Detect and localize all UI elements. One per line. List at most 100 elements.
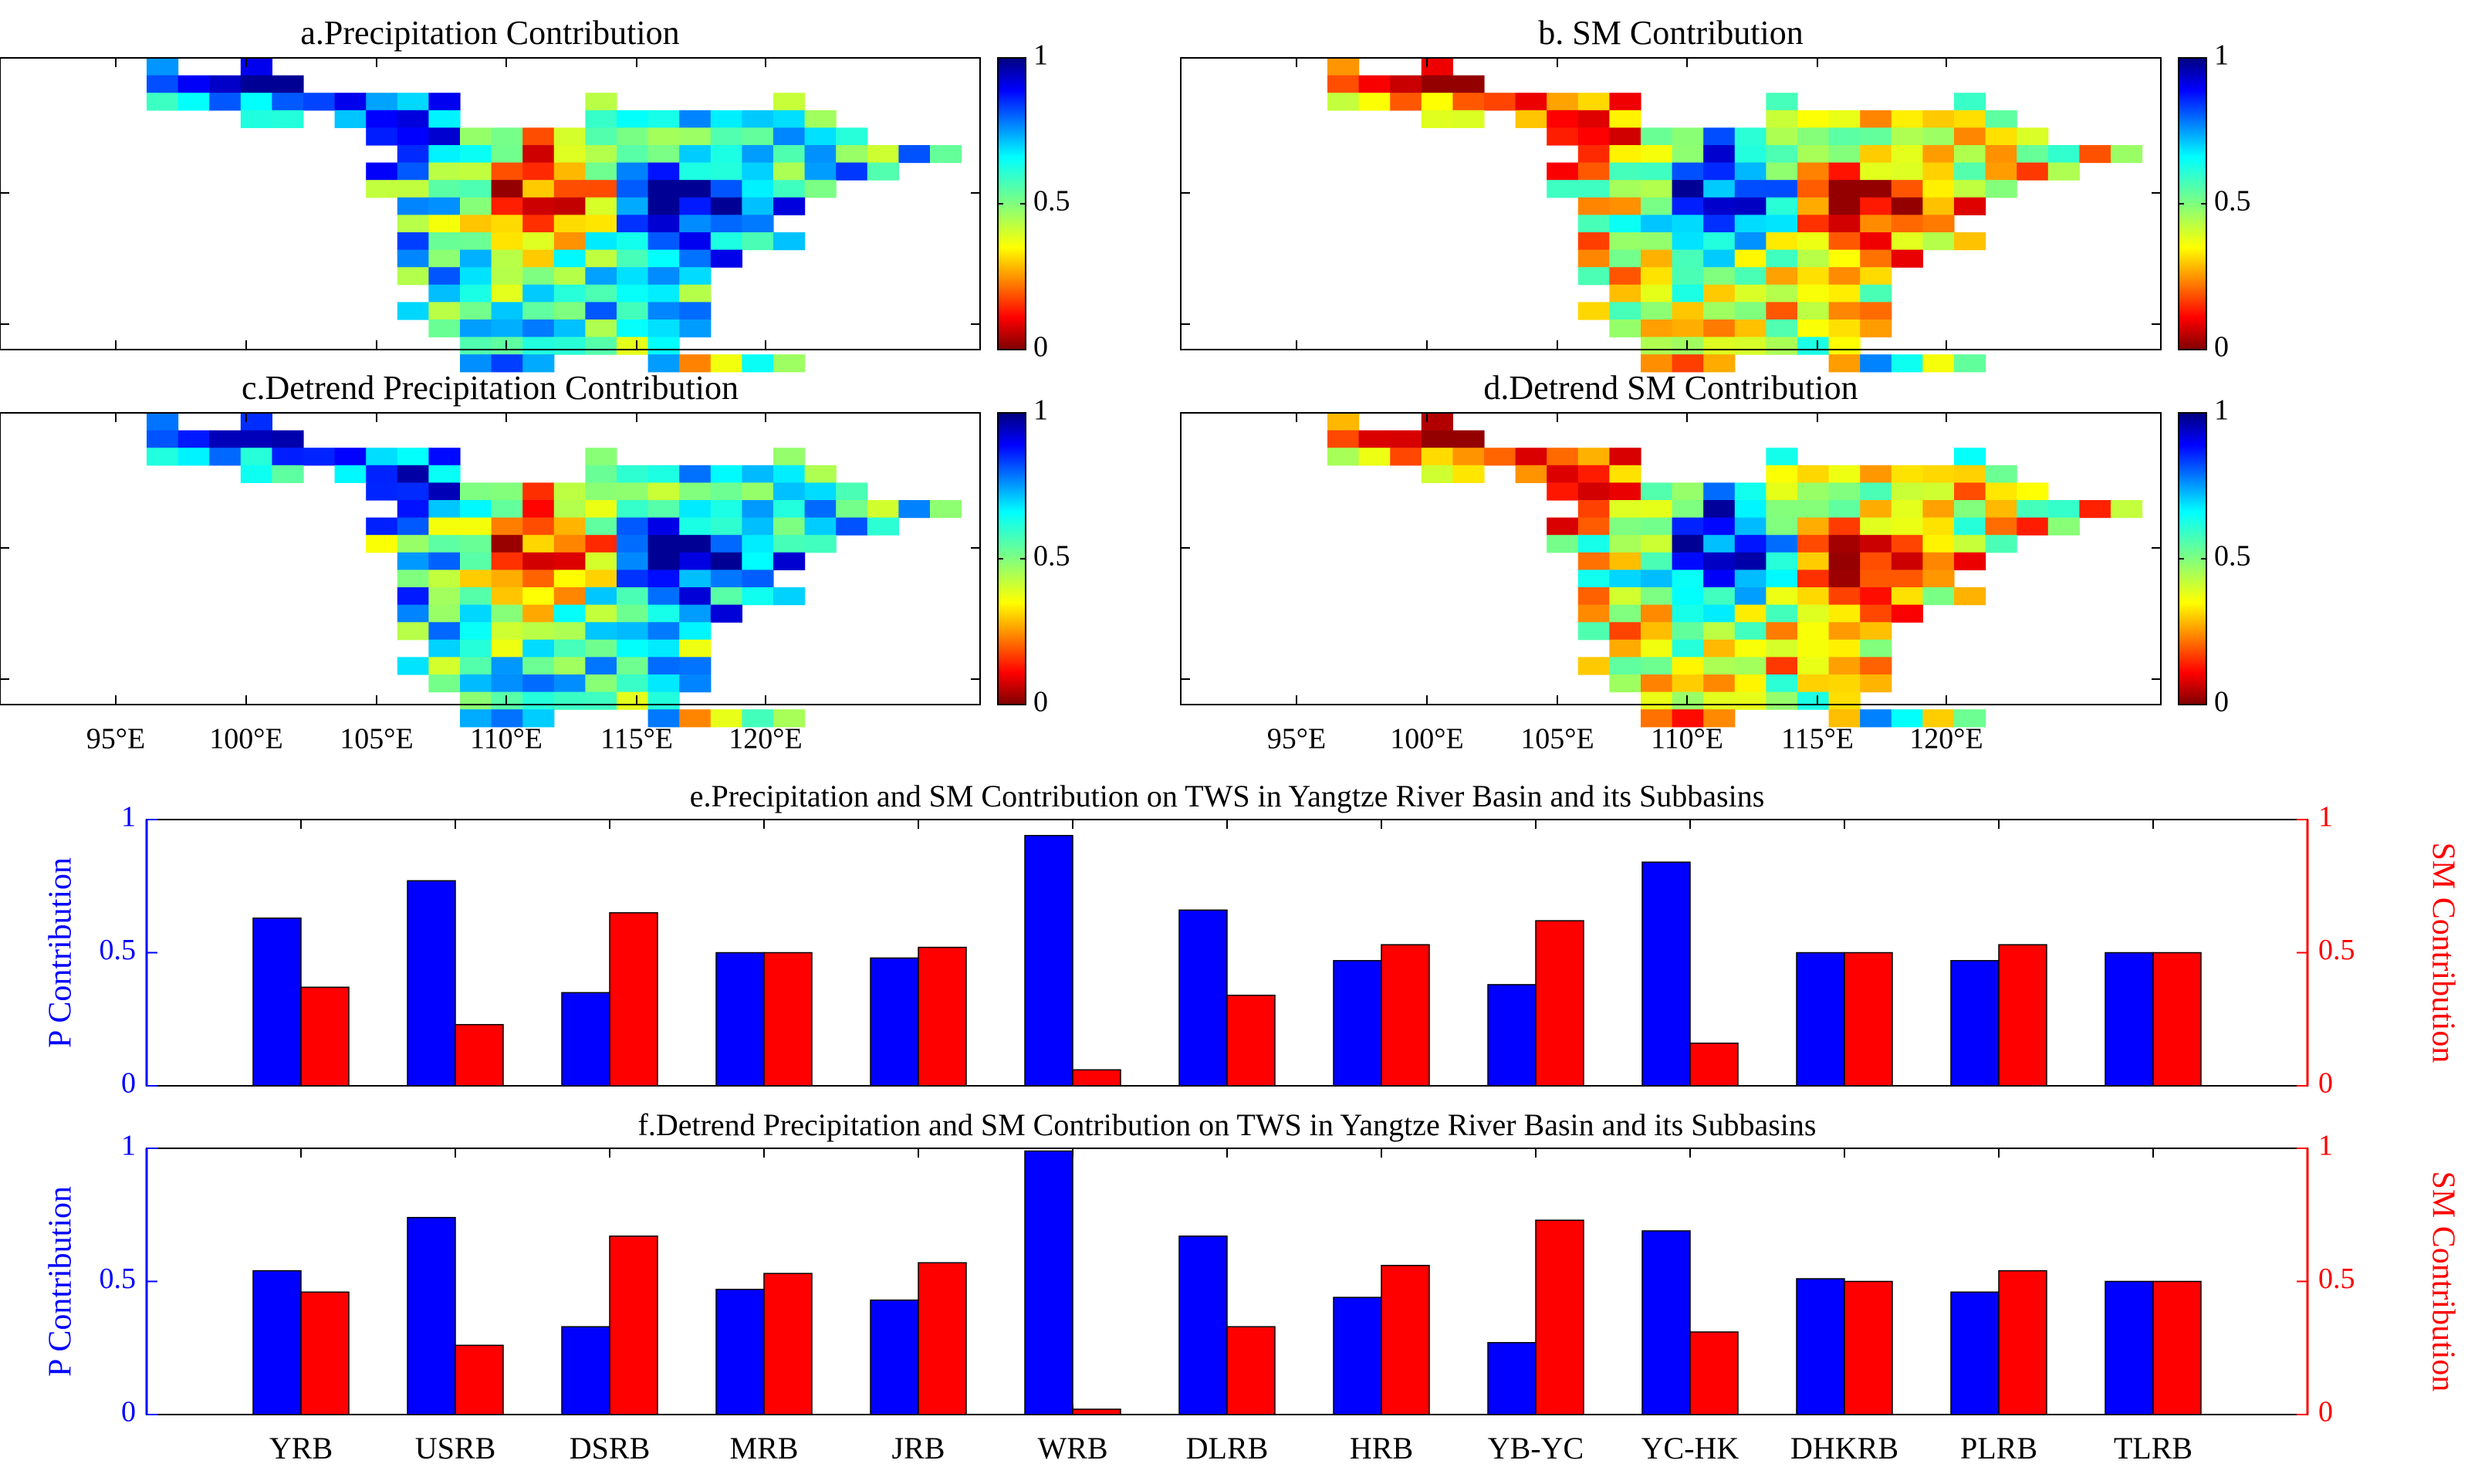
grid-cell [1922,465,1955,483]
grid-cell [585,535,617,553]
grid-cell [1672,284,1704,303]
grid-cell [1828,197,1861,215]
grid-cell [1860,674,1892,693]
grid-cell [585,336,617,355]
bar [1487,1342,1537,1415]
panel-title: b. SM Contribution [1538,14,1804,52]
grid-cell [1609,570,1641,588]
grid-cell [1609,267,1641,286]
panel-title: f.Detrend Precipitation and SM Contribut… [638,1107,1817,1142]
grid-cell [1577,517,1610,536]
bar [1381,944,1430,1087]
grid-cell [1734,127,1766,146]
right-axis-tick-label: 0.5 [2318,1263,2355,1295]
grid-cell [647,535,680,553]
grid-cell [1828,535,1861,553]
grid-cell [1734,535,1766,553]
grid-cell [1860,319,1892,338]
grid-cell [240,58,272,76]
grid-cell [366,127,398,146]
grid-cell [1703,604,1736,623]
grid-cell [1609,162,1641,181]
left-axis-tick-label: 1 [121,1130,136,1162]
grid-cell [491,145,523,164]
grid-cell [1390,75,1422,93]
figure-content: 36°N31°N26°Na.Precipitation Contribution… [0,14,2460,1465]
grid-cell [585,570,617,588]
grid-cell [209,75,242,93]
grid-cell [1327,413,1360,431]
grid-cell [397,570,429,588]
grid-cell [1954,127,1986,146]
grid-cell [1797,267,1830,286]
grid-cell [1922,500,1955,519]
grid-cell [1766,110,1798,128]
grid-cell [553,302,586,320]
grid-cell [773,354,806,373]
grid-cell [1703,197,1736,215]
grid-cell [617,465,649,483]
grid-cell [1922,180,1955,198]
grid-cell [804,465,837,483]
grid-cell [1609,465,1641,483]
left-axis-tick-label: 0.5 [100,934,137,966]
grid-cell [1860,267,1892,286]
grid-cell [1609,674,1641,693]
bar [455,1023,504,1087]
grid-cell [147,448,179,466]
grid-cell [1766,517,1798,536]
bar [1072,1069,1121,1087]
grid-cell [428,162,461,181]
colorbar-tick-label: 1 [2214,394,2229,427]
grid-cell [397,448,429,466]
grid-cell [1734,232,1766,251]
grid-cell [428,249,461,268]
grid-cell [1672,570,1704,588]
grid-cell [1860,604,1892,623]
grid-cell [1734,197,1766,215]
grid-cell [1577,570,1610,588]
grid-cell [804,162,837,181]
grid-cell [1797,319,1830,338]
grid-cell [1609,93,1641,111]
grid-cell [804,127,837,146]
grid-cell [2079,500,2111,519]
lon-tick-label: 105°E [1520,723,1594,756]
grid-cell [1703,267,1736,286]
grid-cell [1828,336,1861,355]
grid-cell [1547,180,1579,198]
grid-cell [1672,249,1704,268]
map-panel-d: 95°E 100°E 105°E 110°E 115°E 120°E d.Detrend S… [1180,369,2251,756]
grid-cell [1703,587,1736,606]
grid-cell [553,232,586,251]
grid-cell [1609,535,1641,553]
grid-cell [585,162,617,181]
grid-cell [491,535,523,553]
grid-cell [1609,500,1641,519]
grid-cell [272,110,304,128]
grid-cell [1421,448,1453,466]
grid-cell [553,674,586,693]
grid-cell [679,232,712,251]
grid-cell [647,215,680,233]
category-label: JRB [892,1431,945,1465]
grid-cell [585,691,617,710]
grid-cell [710,587,742,606]
grid-cell [1672,319,1704,338]
grid-cell [1515,110,1547,128]
grid-cell [1985,127,2017,146]
grid-cell [1954,110,1986,128]
grid-cell [804,482,837,501]
map-panel-a: 36°N31°N26°Na.Precipitation Contribution… [0,14,1070,373]
grid-cell [240,93,272,111]
bar [763,952,813,1087]
grid-cell [1797,197,1830,215]
grid-cell [2017,127,2049,146]
grid-cell [553,482,586,501]
bar [1487,984,1537,1087]
grid-cell [647,674,680,693]
grid-cell [397,552,429,570]
bar [1641,1230,1691,1415]
grid-cell [1954,587,1986,606]
grid-cell [1828,639,1861,657]
